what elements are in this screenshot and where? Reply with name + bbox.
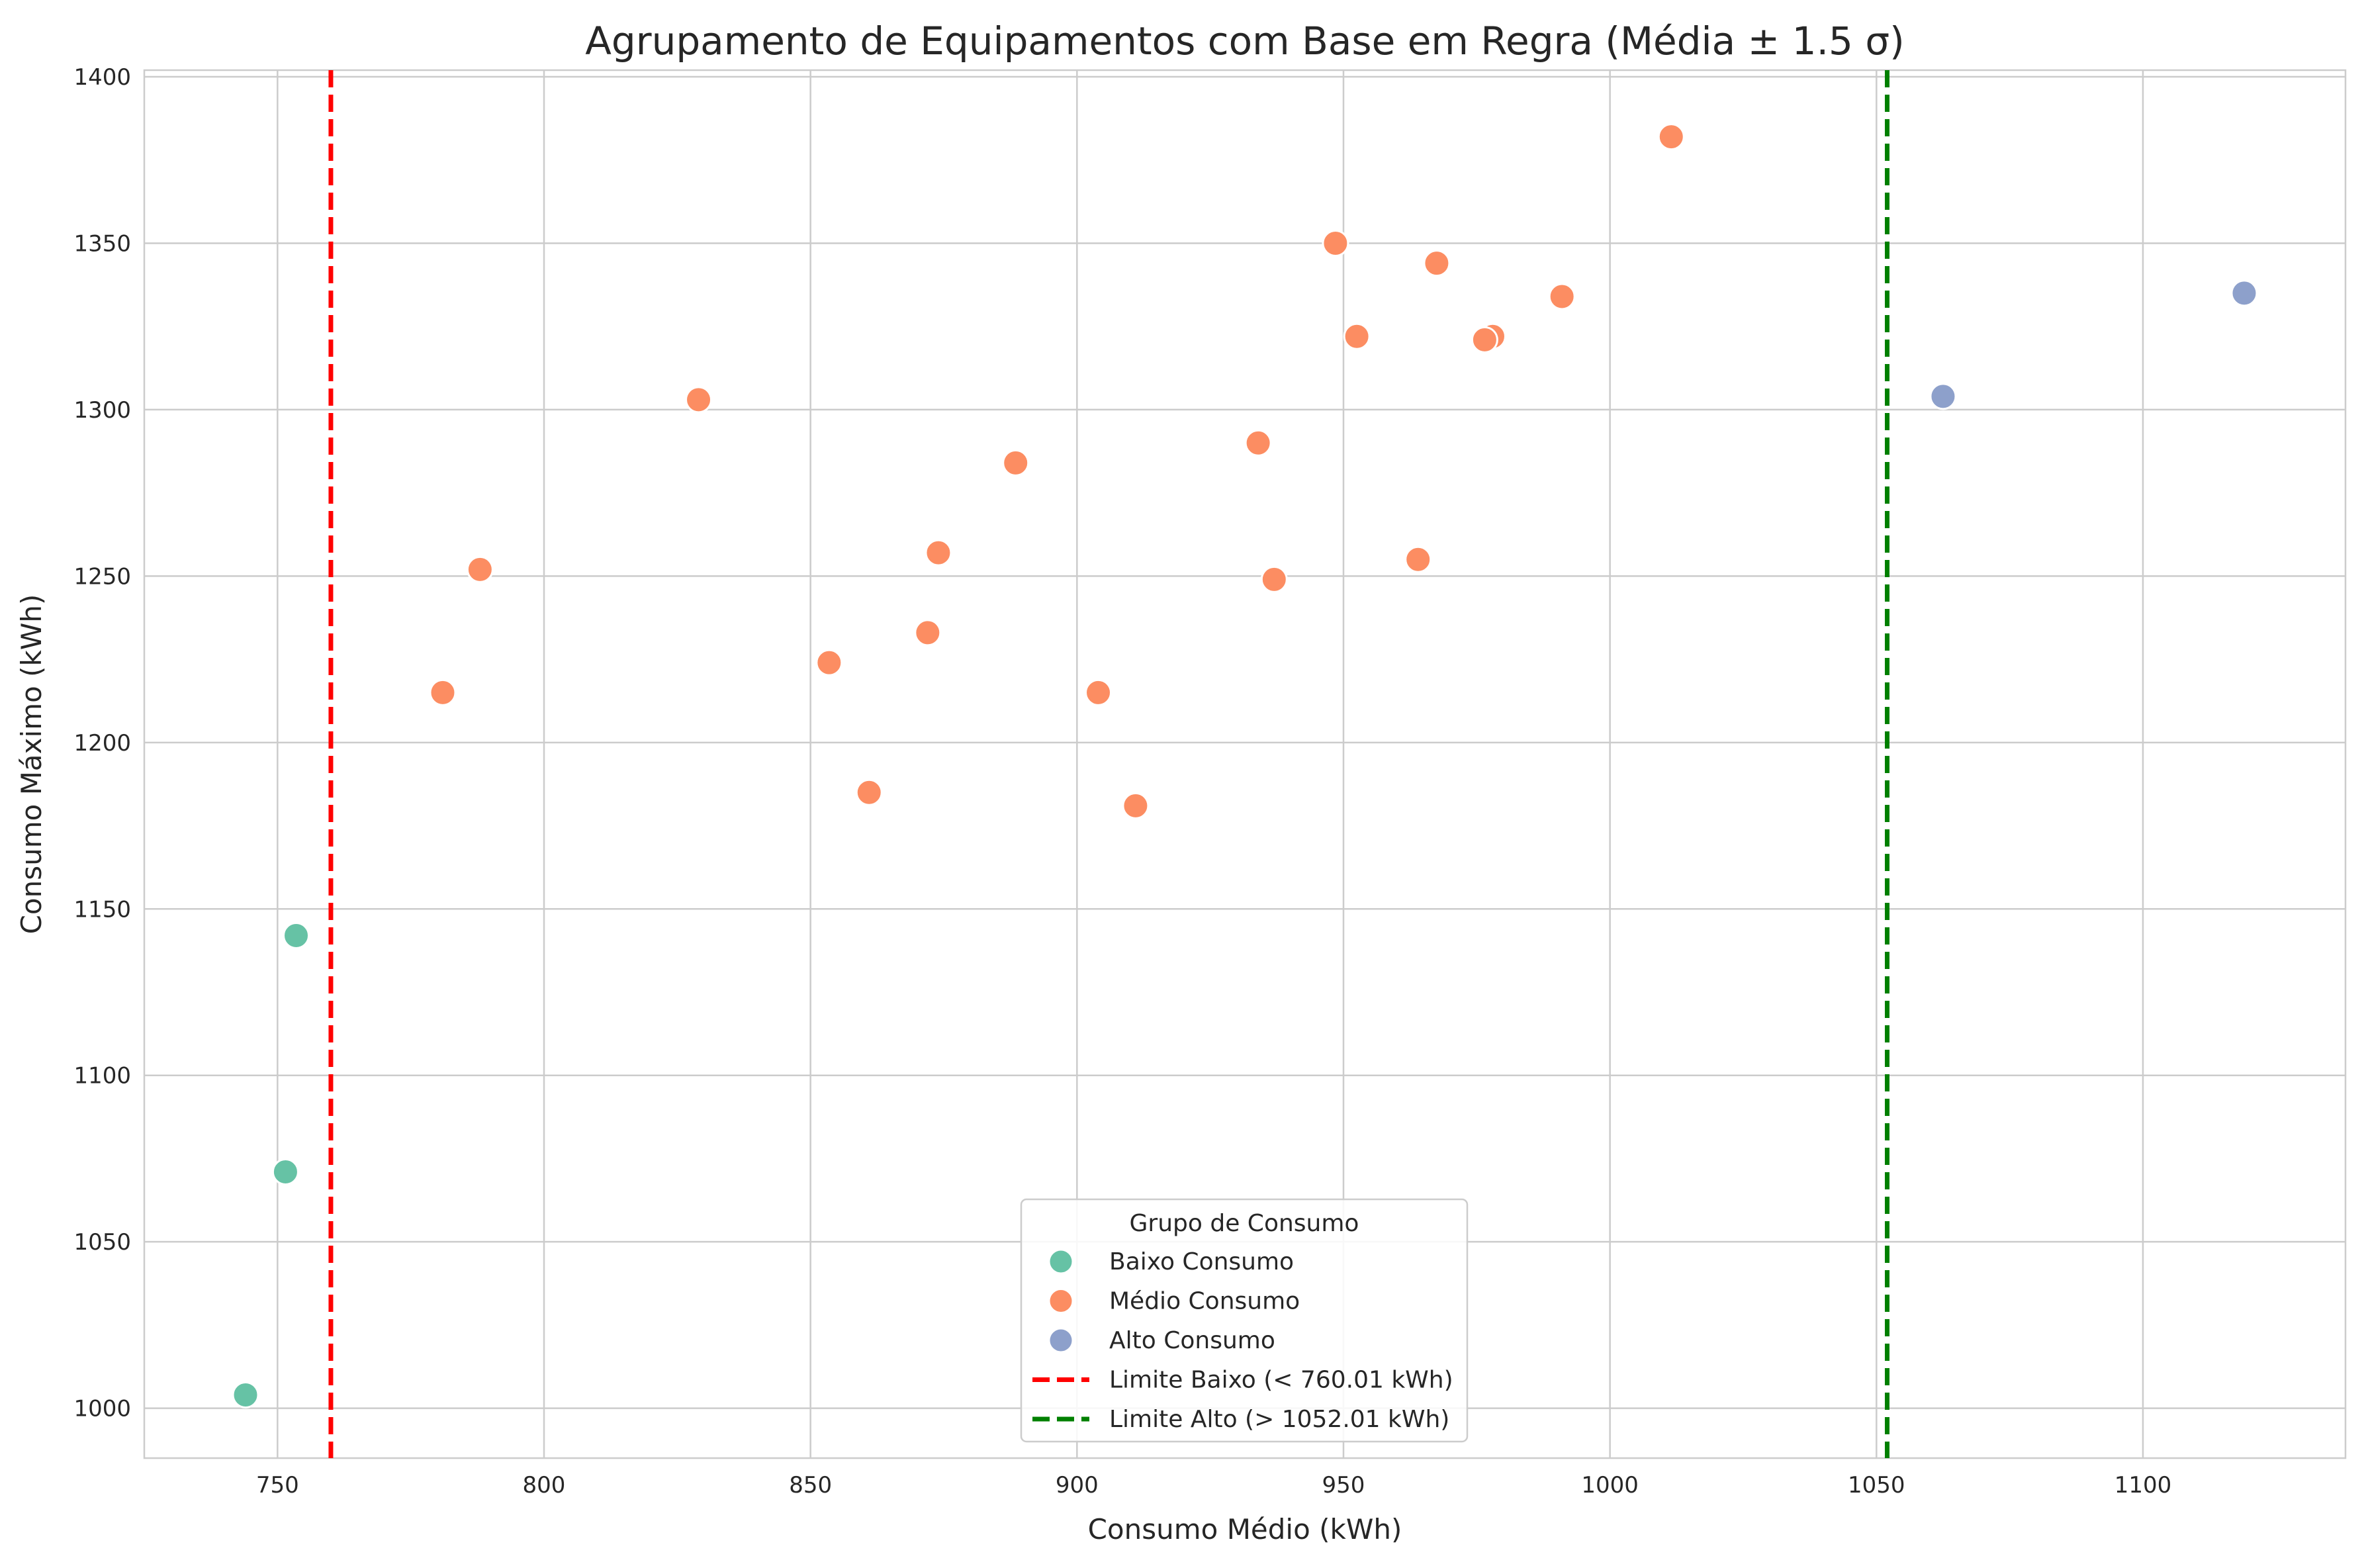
data-point (429, 678, 457, 706)
data-point (1322, 229, 1349, 257)
plot-frame (143, 69, 2347, 1459)
x-tick-label: 1050 (1848, 1472, 1905, 1499)
x-tick-label: 1100 (2114, 1472, 2172, 1499)
data-point (1548, 283, 1576, 310)
data-point (1423, 250, 1451, 277)
legend-box (1020, 1198, 1469, 1443)
data-point (1260, 565, 1288, 593)
legend-label: Limite Baixo (< 760.01 kWh) (1109, 1367, 1453, 1394)
legend-label: Médio Consumo (1109, 1288, 1300, 1315)
y-axis-label: Consumo Máximo (kWh) (15, 594, 48, 935)
y-tick-label: 1050 (73, 1229, 131, 1256)
y-tick-label: 1300 (73, 397, 131, 424)
x-tick-label: 950 (1322, 1472, 1365, 1499)
data-point (1343, 322, 1371, 350)
legend-title: Grupo de Consumo (1130, 1210, 1359, 1237)
data-point (1404, 545, 1432, 573)
x-tick-label: 1000 (1581, 1472, 1639, 1499)
chart-title: Agrupamento de Equipamentos com Base em … (585, 19, 1905, 64)
data-point (1085, 678, 1113, 706)
data-point (1471, 326, 1498, 353)
data-point (1657, 123, 1685, 151)
legend-label: Baixo Consumo (1109, 1248, 1294, 1275)
x-tick-label: 900 (1056, 1472, 1099, 1499)
data-point (914, 619, 942, 647)
y-tick-label: 1350 (73, 230, 131, 257)
legend-entries: Baixo Consumo Médio Consumo Alto Consumo Li… (1032, 1248, 1453, 1433)
data-point (815, 649, 843, 676)
data-point (855, 778, 883, 806)
data-points (232, 123, 2258, 1408)
data-point (1122, 792, 1150, 819)
legend-marker-icon (1048, 1288, 1074, 1314)
data-point (1929, 383, 1957, 410)
legend: Grupo de Consumo Baixo Consumo Médio Cons… (1020, 1198, 1469, 1443)
y-tick-label: 1000 (73, 1396, 131, 1422)
x-tick-label: 750 (256, 1472, 299, 1499)
data-point (1002, 449, 1030, 477)
data-point (466, 555, 494, 583)
legend-label: Alto Consumo (1109, 1327, 1275, 1354)
data-point (2230, 279, 2258, 307)
data-point (232, 1381, 259, 1408)
data-point (685, 386, 713, 414)
tick-labels: 750 800 850 900 950 1000 1050 1100 1000 1050 1100 1… (73, 64, 2171, 1499)
data-point (1244, 429, 1272, 457)
x-tick-label: 800 (523, 1472, 566, 1499)
legend-marker-icon (1048, 1248, 1074, 1275)
x-axis-label: Consumo Médio (kWh) (1088, 1513, 1402, 1545)
data-point (271, 1158, 299, 1186)
axes-frame (143, 69, 2347, 1459)
reference-lines (328, 70, 1889, 1458)
legend-marker-icon (1048, 1327, 1074, 1354)
y-tick-label: 1400 (73, 64, 131, 91)
legend-label: Limite Alto (> 1052.01 kWh) (1109, 1406, 1449, 1433)
x-tick-label: 850 (789, 1472, 832, 1499)
data-point (283, 921, 310, 949)
y-tick-label: 1100 (73, 1063, 131, 1089)
y-tick-label: 1250 (73, 563, 131, 590)
y-tick-label: 1200 (73, 730, 131, 757)
y-tick-label: 1150 (73, 896, 131, 923)
data-point (925, 539, 952, 567)
